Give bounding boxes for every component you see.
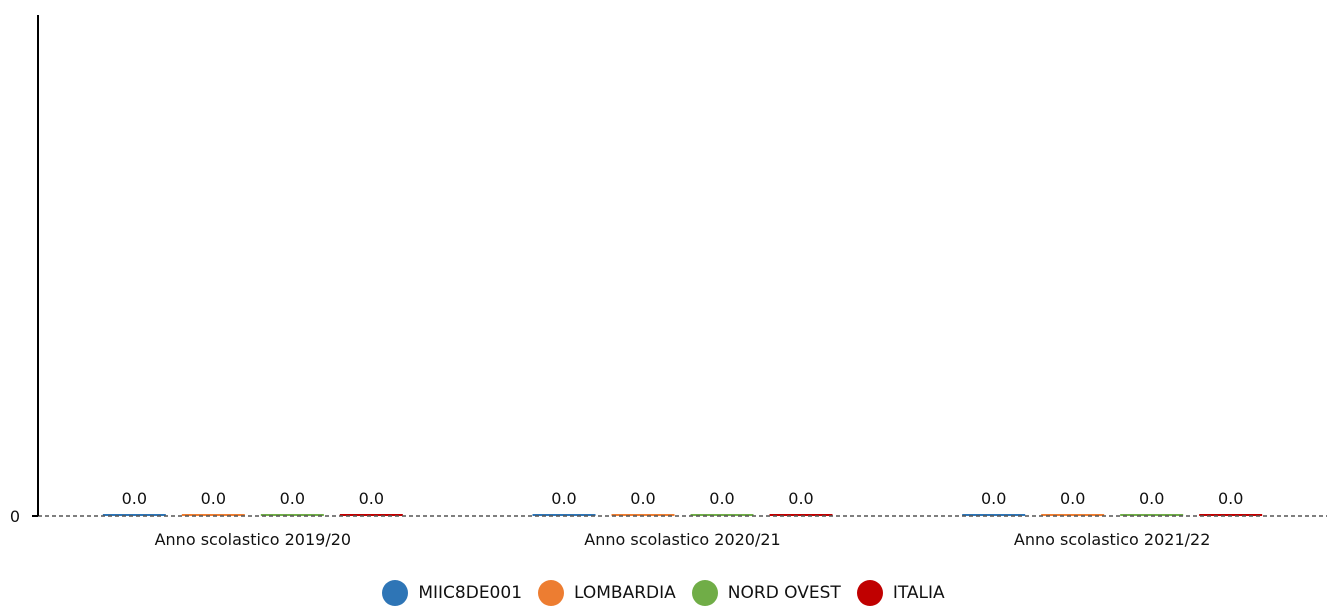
legend-swatch	[538, 580, 565, 606]
bar-value-label: 0.0	[1060, 489, 1085, 508]
category-label: Anno scolastico 2020/21	[584, 530, 780, 549]
bar-value-label: 0.0	[122, 489, 147, 508]
legend-swatch	[382, 580, 409, 606]
legend-item: NORD OVEST	[691, 580, 841, 606]
bar-miic8de001	[962, 514, 1026, 516]
bar-value-label: 0.0	[788, 489, 813, 508]
bar-nord-ovest	[690, 514, 754, 516]
bar-italia	[339, 514, 403, 516]
y-tick-label: 0	[10, 507, 20, 526]
bars-layer	[102, 514, 1263, 516]
bar-value-label: 0.0	[359, 489, 384, 508]
category-label: Anno scolastico 2019/20	[155, 530, 351, 549]
bar-value-label: 0.0	[630, 489, 655, 508]
legend-label: ITALIA	[892, 583, 945, 603]
legend: MIIC8DE001 LOMBARDIA NORD OVEST ITALIA	[0, 578, 1327, 608]
category-labels-layer: Anno scolastico 2019/20 Anno scolastico 2…	[155, 530, 1211, 549]
legend-swatch	[856, 580, 883, 606]
bar-lombardia	[181, 514, 245, 516]
bar-italia	[769, 514, 833, 516]
legend-item: ITALIA	[856, 580, 945, 606]
bar-lombardia	[1041, 514, 1105, 516]
bar-lombardia	[611, 514, 675, 516]
legend-label: MIIC8DE001	[418, 583, 523, 603]
data-labels-layer: 0.0 0.0 0.0 0.0 0.0 0.0 0.0 0.0 0.0 0.0 0.0 0.0	[122, 489, 1244, 508]
bar-value-label: 0.0	[280, 489, 305, 508]
bar-value-label: 0.0	[201, 489, 226, 508]
bar-chart: 0.0 0.0 0.0 0.0 0.0 0.0 0.0 0.0 0.0 0.0 0.0 0.0 0 A…	[10, 15, 1327, 549]
legend-label: NORD OVEST	[727, 583, 841, 603]
y-ticks-layer: 0	[10, 507, 38, 526]
bar-nord-ovest	[1120, 514, 1184, 516]
legend-item: MIIC8DE001	[382, 580, 522, 606]
bar-value-label: 0.0	[1139, 489, 1164, 508]
bar-value-label: 0.0	[709, 489, 734, 508]
bar-miic8de001	[102, 514, 166, 516]
legend-label: LOMBARDIA	[574, 583, 676, 603]
bar-value-label: 0.0	[551, 489, 576, 508]
legend-item: LOMBARDIA	[538, 580, 676, 606]
bar-nord-ovest	[260, 514, 324, 516]
bar-value-label: 0.0	[1218, 489, 1243, 508]
bar-miic8de001	[532, 514, 596, 516]
bar-value-label: 0.0	[981, 489, 1006, 508]
category-label: Anno scolastico 2021/22	[1014, 530, 1210, 549]
bar-italia	[1199, 514, 1263, 516]
legend-swatch	[691, 580, 718, 606]
